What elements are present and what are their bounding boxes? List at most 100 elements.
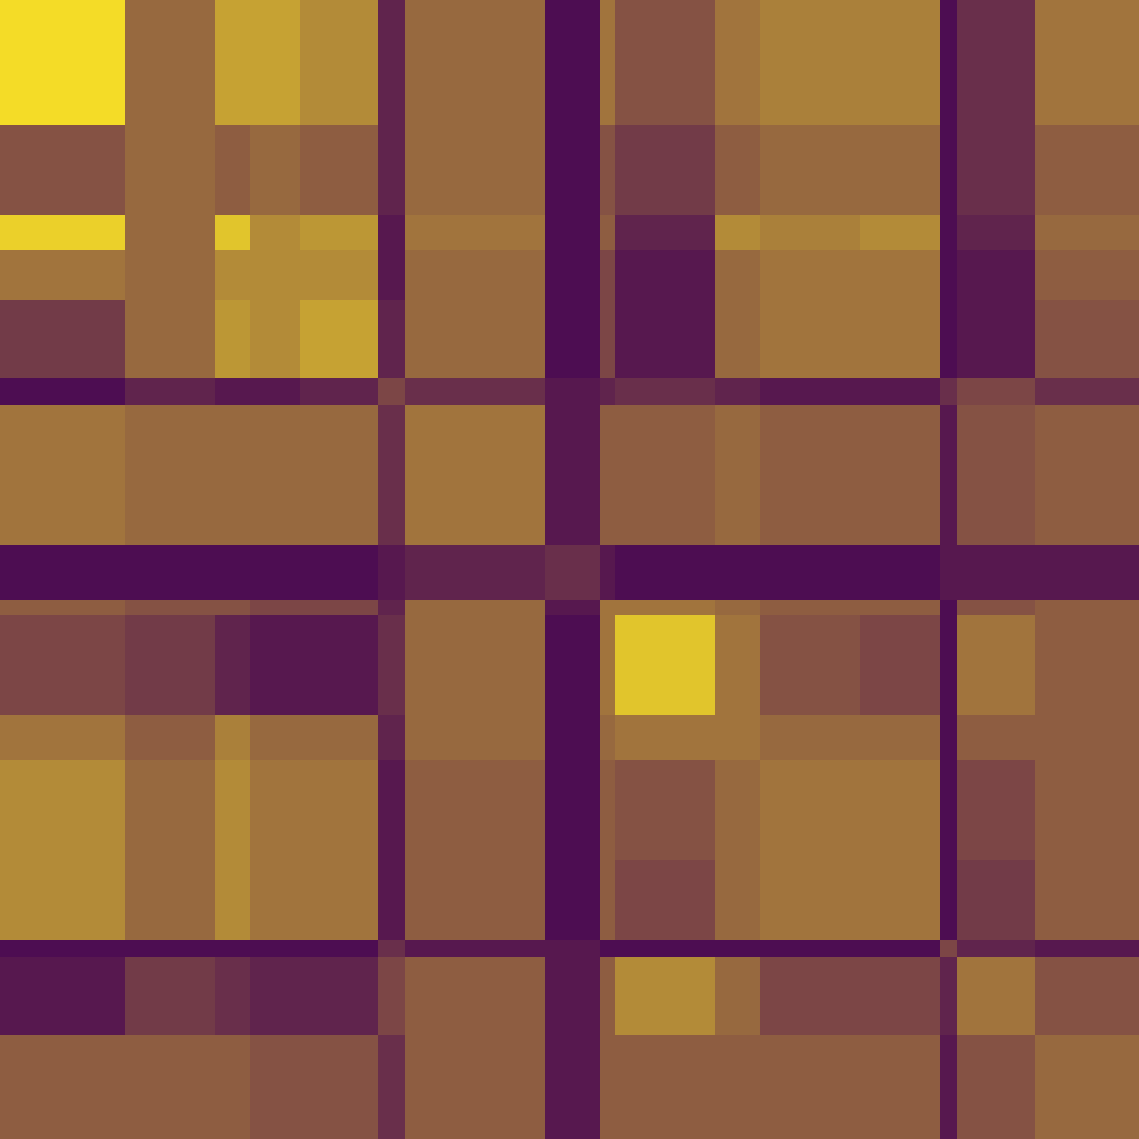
heat-cell: [215, 125, 251, 216]
heat-cell: [615, 1035, 716, 1139]
heat-cell: [378, 125, 406, 216]
heat-cell: [1035, 545, 1139, 601]
heat-cell: [860, 405, 941, 546]
heat-cell: [940, 0, 958, 126]
heat-cell: [760, 300, 861, 379]
heat-cell: [125, 1035, 216, 1139]
heat-cell: [300, 250, 379, 301]
heat-cell: [600, 600, 616, 616]
heat-cell: [0, 715, 126, 761]
heat-cell: [545, 1035, 601, 1139]
heat-cell: [715, 0, 761, 126]
heat-cell: [760, 125, 861, 216]
heat-cell: [0, 215, 126, 251]
heat-cell: [378, 250, 406, 301]
heat-cell: [300, 545, 379, 601]
heat-cell: [215, 715, 251, 761]
heat-cell: [760, 940, 861, 958]
heat-cell: [545, 0, 601, 126]
heat-cell: [615, 0, 716, 126]
heat-cell: [1035, 1035, 1139, 1139]
heat-cell: [860, 760, 941, 861]
heat-cell: [760, 250, 861, 301]
heat-cell: [125, 545, 216, 601]
heat-cell: [615, 600, 716, 616]
heat-cell: [0, 615, 126, 716]
heat-cell: [957, 215, 1036, 251]
heat-cell: [940, 545, 958, 601]
heat-cell: [760, 715, 861, 761]
heat-cell: [378, 860, 406, 941]
heat-cell: [940, 860, 958, 941]
heat-cell: [215, 940, 251, 958]
heat-cell: [0, 957, 126, 1036]
heat-cell: [1035, 250, 1139, 301]
heat-cell: [715, 300, 761, 379]
heat-cell: [615, 215, 716, 251]
heat-cell: [715, 940, 761, 958]
heat-cell: [715, 378, 761, 406]
heat-cell: [378, 215, 406, 251]
heat-cell: [545, 378, 601, 406]
heat-cell: [0, 300, 126, 379]
heat-cell: [957, 0, 1036, 126]
heat-cell: [125, 600, 216, 616]
heat-cell: [600, 215, 616, 251]
heat-cell: [378, 715, 406, 761]
heat-cell: [250, 545, 301, 601]
heat-cell: [405, 405, 546, 546]
heat-cell: [940, 250, 958, 301]
heat-cell: [300, 1035, 379, 1139]
heat-cell: [600, 615, 616, 716]
heat-cell: [405, 715, 546, 761]
heat-cell: [1035, 957, 1139, 1036]
heat-cell: [860, 125, 941, 216]
cells: [0, 0, 1139, 1139]
heat-cell: [957, 405, 1036, 546]
heat-cell: [300, 860, 379, 941]
heat-cell: [300, 760, 379, 861]
heat-cell: [250, 378, 301, 406]
heat-cell: [545, 615, 601, 716]
heat-cell: [715, 760, 761, 861]
heat-cell: [250, 600, 301, 616]
heat-cell: [957, 760, 1036, 861]
heat-cell: [378, 0, 406, 126]
heat-cell: [125, 215, 216, 251]
heat-cell: [250, 125, 301, 216]
heat-cell: [545, 760, 601, 861]
heat-cell: [600, 250, 616, 301]
heat-cell: [940, 957, 958, 1036]
heat-cell: [715, 405, 761, 546]
heat-cell: [615, 957, 716, 1036]
heat-cell: [125, 405, 216, 546]
heat-cell: [378, 1035, 406, 1139]
heat-cell: [1035, 378, 1139, 406]
heat-cell: [405, 378, 546, 406]
heat-cell: [378, 378, 406, 406]
heat-cell: [957, 250, 1036, 301]
heat-cell: [250, 1035, 301, 1139]
heat-cell: [545, 860, 601, 941]
heat-cell: [125, 940, 216, 958]
heat-cell: [405, 1035, 546, 1139]
heat-cell: [215, 957, 251, 1036]
heat-cell: [860, 0, 941, 126]
heat-cell: [378, 545, 406, 601]
heat-cell: [545, 250, 601, 301]
heat-cell: [957, 545, 1036, 601]
heat-cell: [615, 405, 716, 546]
heat-cell: [378, 300, 406, 379]
heat-cell: [250, 957, 301, 1036]
heat-cell: [957, 1035, 1036, 1139]
heat-cell: [300, 215, 379, 251]
heat-cell: [615, 940, 716, 958]
heat-cell: [215, 215, 251, 251]
heat-cell: [600, 378, 616, 406]
heat-cell: [300, 405, 379, 546]
heat-cell: [957, 860, 1036, 941]
heat-cell: [0, 125, 126, 216]
heat-cell: [405, 940, 546, 958]
heat-cell: [860, 715, 941, 761]
heat-cell: [715, 250, 761, 301]
